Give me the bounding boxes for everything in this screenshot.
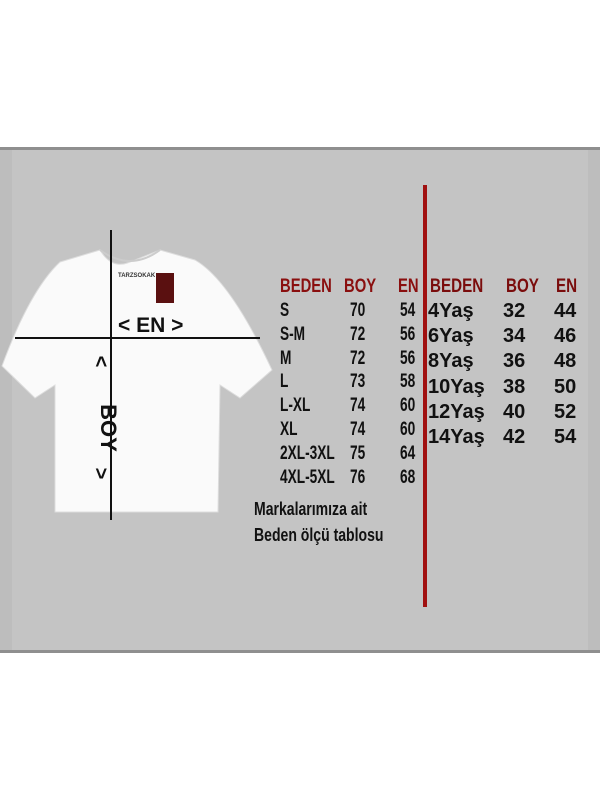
adult-table-cell: 56 xyxy=(400,323,416,345)
length-label: BOY xyxy=(95,404,121,452)
width-label: < EN > xyxy=(118,314,184,337)
adult-table-cell: 74 xyxy=(350,395,366,417)
adult-table-cell: L xyxy=(280,371,289,393)
brand-tag-text: TARZSOKAK xyxy=(118,273,156,279)
adult-header-cell: EN xyxy=(398,276,419,297)
adult-table-cell: XL xyxy=(280,419,298,440)
adult-table-cell: 54 xyxy=(400,300,416,321)
adult-table-cell: 72 xyxy=(350,347,366,369)
adult-table-cell: 60 xyxy=(400,419,416,440)
adult-table-cell: 68 xyxy=(400,466,416,488)
adult-table-cell: 70 xyxy=(350,300,366,321)
adult-table-cell: 74 xyxy=(350,419,366,440)
adult-table-cell: M xyxy=(280,347,292,369)
kids-table-cell: 46 xyxy=(554,325,577,348)
kids-table-cell: 6Yaş xyxy=(428,325,474,348)
adult-table-cell: 56 xyxy=(400,347,416,369)
arrow-up-icon: < xyxy=(89,355,112,368)
kids-table-cell: 40 xyxy=(503,400,526,423)
tshirt-illustration: TARZSOKAK xyxy=(1,230,273,520)
adult-table-cell: 73 xyxy=(350,371,366,393)
kids-table-cell: 36 xyxy=(503,350,526,373)
divider-line xyxy=(423,185,427,607)
kids-table-cell: 44 xyxy=(554,300,577,322)
kids-table-cell: 4Yaş xyxy=(428,300,474,322)
note-line-1: Markalarımıza ait xyxy=(254,499,368,519)
adult-table-cell: 58 xyxy=(400,371,416,393)
hang-tag xyxy=(156,273,174,303)
adult-table-cell: 64 xyxy=(400,442,416,464)
kids-table-cell: 52 xyxy=(554,400,577,423)
kids-table-cell: 14Yaş xyxy=(428,426,485,448)
kids-table-cell: 8Yaş xyxy=(428,350,474,373)
arrow-down-icon: > xyxy=(89,467,112,480)
kids-table-cell: 38 xyxy=(503,375,526,398)
adult-table-cell: 75 xyxy=(350,442,366,464)
kids-table-cell: 50 xyxy=(554,375,577,398)
adult-table-cell: 60 xyxy=(400,395,416,417)
adult-table-cell: 4XL-5XL xyxy=(280,466,335,488)
kids-table-cell: 10Yaş xyxy=(428,375,485,398)
kids-table-cell: 54 xyxy=(554,426,577,448)
kids-table-cell: 34 xyxy=(503,325,526,348)
kids-header-cell: EN xyxy=(556,276,578,297)
note-line-2: Beden ölçü tablosu xyxy=(254,525,384,545)
adult-table-cell: S-M xyxy=(280,323,306,345)
kids-header-cell: BEDEN xyxy=(430,276,484,297)
kids-header-cell: BOY xyxy=(506,276,539,297)
adult-table-cell: 72 xyxy=(350,323,366,345)
adult-table-cell: 2XL-3XL xyxy=(280,442,335,464)
adult-header-cell: BEDEN xyxy=(280,276,332,297)
adult-table-cell: L-XL xyxy=(280,395,311,417)
adult-header-cell: BOY xyxy=(344,276,377,297)
adult-table-cell: 76 xyxy=(350,466,366,488)
kids-table-cell: 12Yaş xyxy=(428,400,485,423)
kids-table-cell: 48 xyxy=(554,350,577,373)
kids-table-cell: 42 xyxy=(503,426,526,448)
adult-table-cell: S xyxy=(280,300,290,321)
kids-table-cell: 32 xyxy=(503,300,526,322)
